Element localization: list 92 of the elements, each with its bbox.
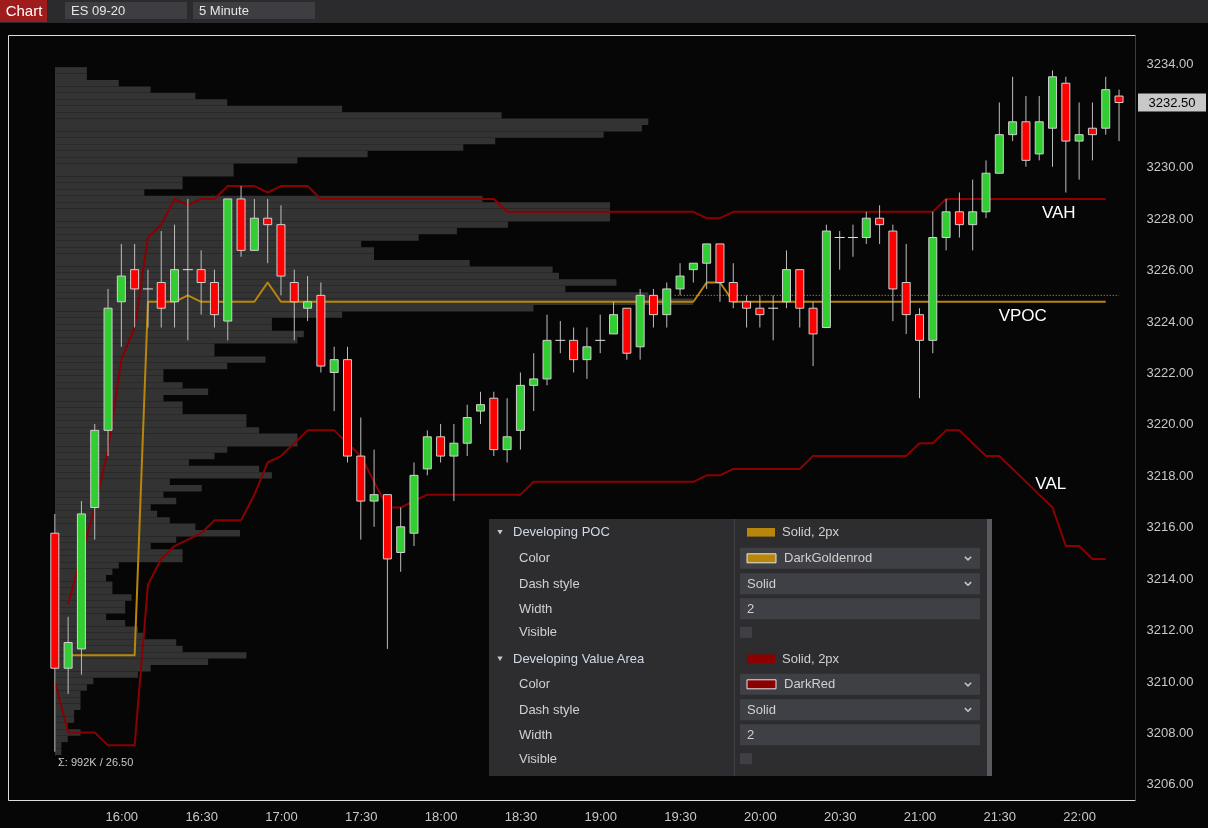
annotation: Developing Value Area — [513, 650, 646, 666]
annotation: Visible — [519, 750, 558, 766]
annotation: Color — [519, 550, 551, 566]
annotation: 2 — [747, 726, 755, 742]
annotation: Width — [519, 600, 553, 616]
candlestick — [968, 179, 978, 251]
candlestick — [688, 262, 698, 283]
candlestick — [847, 224, 859, 258]
y-tick-label: 3218.00 — [1146, 467, 1194, 483]
candlestick — [1074, 102, 1084, 181]
x-tick-label: 20:00 — [744, 808, 777, 824]
candlestick — [449, 423, 459, 502]
candlestick — [954, 192, 964, 238]
candlestick — [369, 449, 379, 528]
annotation: DarkRed — [784, 676, 836, 692]
candlestick — [875, 204, 885, 245]
x-tick-label: 18:30 — [504, 808, 538, 824]
candlestick — [569, 327, 579, 373]
candlestick — [861, 211, 871, 245]
y-tick-label: 3222.00 — [1146, 365, 1194, 380]
y-tick-label: 3226.00 — [1146, 262, 1194, 278]
x-tick-label: 21:30 — [983, 808, 1017, 824]
candlestick — [182, 198, 194, 341]
candlestick — [728, 262, 738, 309]
x-tick-label: 17:00 — [265, 808, 298, 824]
y-tick-label: 3214.00 — [1146, 570, 1194, 586]
annotation: Width — [519, 726, 553, 742]
annotation: Color — [519, 676, 551, 692]
y-tick-label: 3216.00 — [1146, 519, 1194, 535]
y-tick-label: 3206.00 — [1146, 776, 1194, 792]
annotation: Developing POC — [513, 524, 610, 540]
candlestick — [529, 352, 539, 412]
candlestick — [329, 346, 339, 412]
candlestick — [702, 243, 712, 290]
y-tick-label: 3228.00 — [1146, 210, 1194, 226]
candlestick — [476, 391, 486, 425]
candlestick — [609, 301, 619, 335]
line-series — [67, 185, 1107, 605]
x-tick-label: 16:00 — [105, 808, 139, 824]
candlestick — [196, 249, 206, 316]
candlestick — [436, 423, 446, 463]
candlestick — [303, 275, 313, 322]
text: 3232.50 — [1148, 94, 1196, 110]
candlestick — [554, 320, 566, 354]
candlestick — [834, 230, 846, 271]
x-tick-label: 19:30 — [664, 808, 697, 824]
y-tick-label: 3230.00 — [1146, 159, 1194, 175]
candlestick — [767, 294, 779, 341]
candlestick — [1114, 89, 1124, 142]
x-tick-label: 20:30 — [823, 808, 857, 824]
text: Chart — [5, 2, 44, 19]
y-tick-label: 3212.00 — [1146, 622, 1194, 638]
x-tick-label: 17:30 — [345, 808, 378, 824]
annotation: Solid, 2px — [782, 524, 840, 540]
series-label: VPOC — [998, 305, 1047, 325]
annotation: 2 — [747, 600, 755, 616]
candlestick — [130, 243, 140, 328]
annotation: Solid, 2px — [782, 650, 840, 666]
line-series — [53, 429, 1107, 747]
chart-subtitle: 5 Minute — [199, 3, 249, 18]
annotation: Σ: 992K / 26.50 — [58, 756, 134, 768]
candlestick — [289, 269, 299, 341]
candlestick — [594, 314, 606, 354]
candlestick — [648, 288, 658, 328]
x-tick-label: 18:00 — [424, 808, 458, 824]
candlestick — [755, 294, 765, 328]
chart-title: ES 09-20 — [71, 3, 126, 18]
y-tick-label: 3234.00 — [1146, 56, 1194, 72]
candlestick — [582, 327, 592, 380]
x-tick-label: 19:00 — [584, 808, 618, 824]
y-tick-label: 3208.00 — [1146, 725, 1194, 740]
y-tick-label: 3220.00 — [1146, 416, 1194, 432]
candlestick — [675, 262, 685, 296]
candlestick — [1087, 102, 1097, 161]
candlestick — [263, 198, 273, 264]
candlestick — [742, 294, 752, 328]
x-tick-label: 22:00 — [1063, 808, 1096, 824]
candlestick — [502, 397, 512, 463]
series-label: VAH — [1041, 202, 1076, 222]
series-label: VAL — [1035, 473, 1067, 493]
candlestick — [142, 269, 154, 328]
annotation: Visible — [519, 624, 558, 640]
y-tick-label: 3210.00 — [1146, 673, 1194, 689]
annotation: Dash style — [519, 701, 580, 717]
annotation: Solid — [747, 575, 776, 591]
annotation: Dash style — [519, 575, 580, 591]
x-tick-label: 16:30 — [185, 808, 218, 824]
x-tick-label: 21:00 — [903, 808, 937, 824]
annotation: DarkGoldenrod — [784, 550, 873, 566]
y-tick-label: 3224.00 — [1146, 313, 1194, 329]
annotation: Solid — [747, 701, 776, 717]
candlestick — [1008, 76, 1018, 142]
